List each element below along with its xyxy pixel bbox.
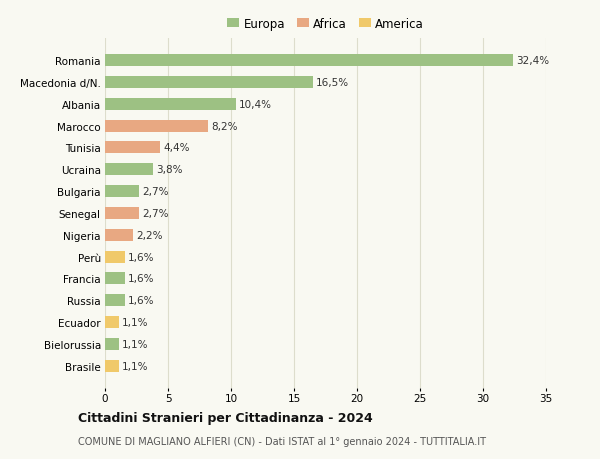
Bar [105,338,119,350]
Text: 1,6%: 1,6% [128,296,155,306]
Text: 1,1%: 1,1% [122,339,149,349]
Text: 3,8%: 3,8% [156,165,182,175]
Bar [105,360,119,372]
Bar [105,142,160,154]
Text: 2,2%: 2,2% [136,230,163,240]
Text: Cittadini Stranieri per Cittadinanza - 2024: Cittadini Stranieri per Cittadinanza - 2… [78,412,373,425]
Bar [105,295,125,307]
Text: 2,7%: 2,7% [142,208,169,218]
Bar [105,99,236,111]
Legend: Europa, Africa, America: Europa, Africa, America [224,15,427,33]
Bar [105,229,133,241]
Bar [105,207,139,219]
Text: 1,1%: 1,1% [122,361,149,371]
Text: 16,5%: 16,5% [316,78,349,88]
Text: COMUNE DI MAGLIANO ALFIERI (CN) - Dati ISTAT al 1° gennaio 2024 - TUTTITALIA.IT: COMUNE DI MAGLIANO ALFIERI (CN) - Dati I… [78,436,486,446]
Bar [105,120,208,132]
Text: 32,4%: 32,4% [517,56,550,66]
Bar [105,164,153,176]
Text: 10,4%: 10,4% [239,100,272,109]
Bar [105,273,125,285]
Text: 1,6%: 1,6% [128,252,155,262]
Bar [105,251,125,263]
Bar [105,316,119,328]
Text: 8,2%: 8,2% [211,121,238,131]
Text: 1,1%: 1,1% [122,318,149,327]
Bar [105,55,513,67]
Bar [105,77,313,89]
Bar [105,185,139,198]
Text: 4,4%: 4,4% [164,143,190,153]
Text: 1,6%: 1,6% [128,274,155,284]
Text: 2,7%: 2,7% [142,187,169,196]
